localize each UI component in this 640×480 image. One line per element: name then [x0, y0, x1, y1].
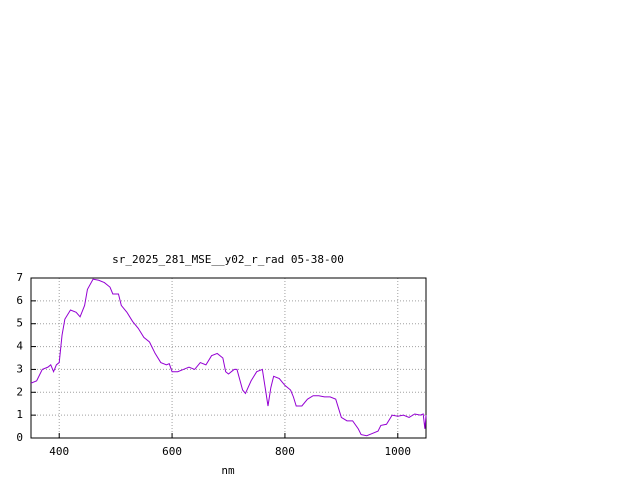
plot-frame [30, 277, 427, 439]
data-line [30, 278, 427, 437]
y-tick-label: 1 [16, 408, 23, 421]
x-tick-label: 800 [275, 445, 295, 458]
y-tick-label: 6 [16, 294, 23, 307]
x-tick-label: 400 [49, 445, 69, 458]
x-axis-label: nm [221, 464, 235, 477]
x-tick-label: 1000 [385, 445, 412, 458]
y-tick-label: 7 [16, 271, 23, 284]
y-tick-label: 5 [16, 317, 23, 330]
y-tick-label: 0 [16, 431, 23, 444]
y-tick-label: 4 [16, 340, 23, 353]
chart-title: sr_2025_281_MSE__y02_r_rad 05-38-00 [112, 253, 344, 266]
y-tick-label: 3 [16, 362, 23, 375]
x-tick-label: 600 [162, 445, 182, 458]
y-tick-label: 2 [16, 385, 23, 398]
